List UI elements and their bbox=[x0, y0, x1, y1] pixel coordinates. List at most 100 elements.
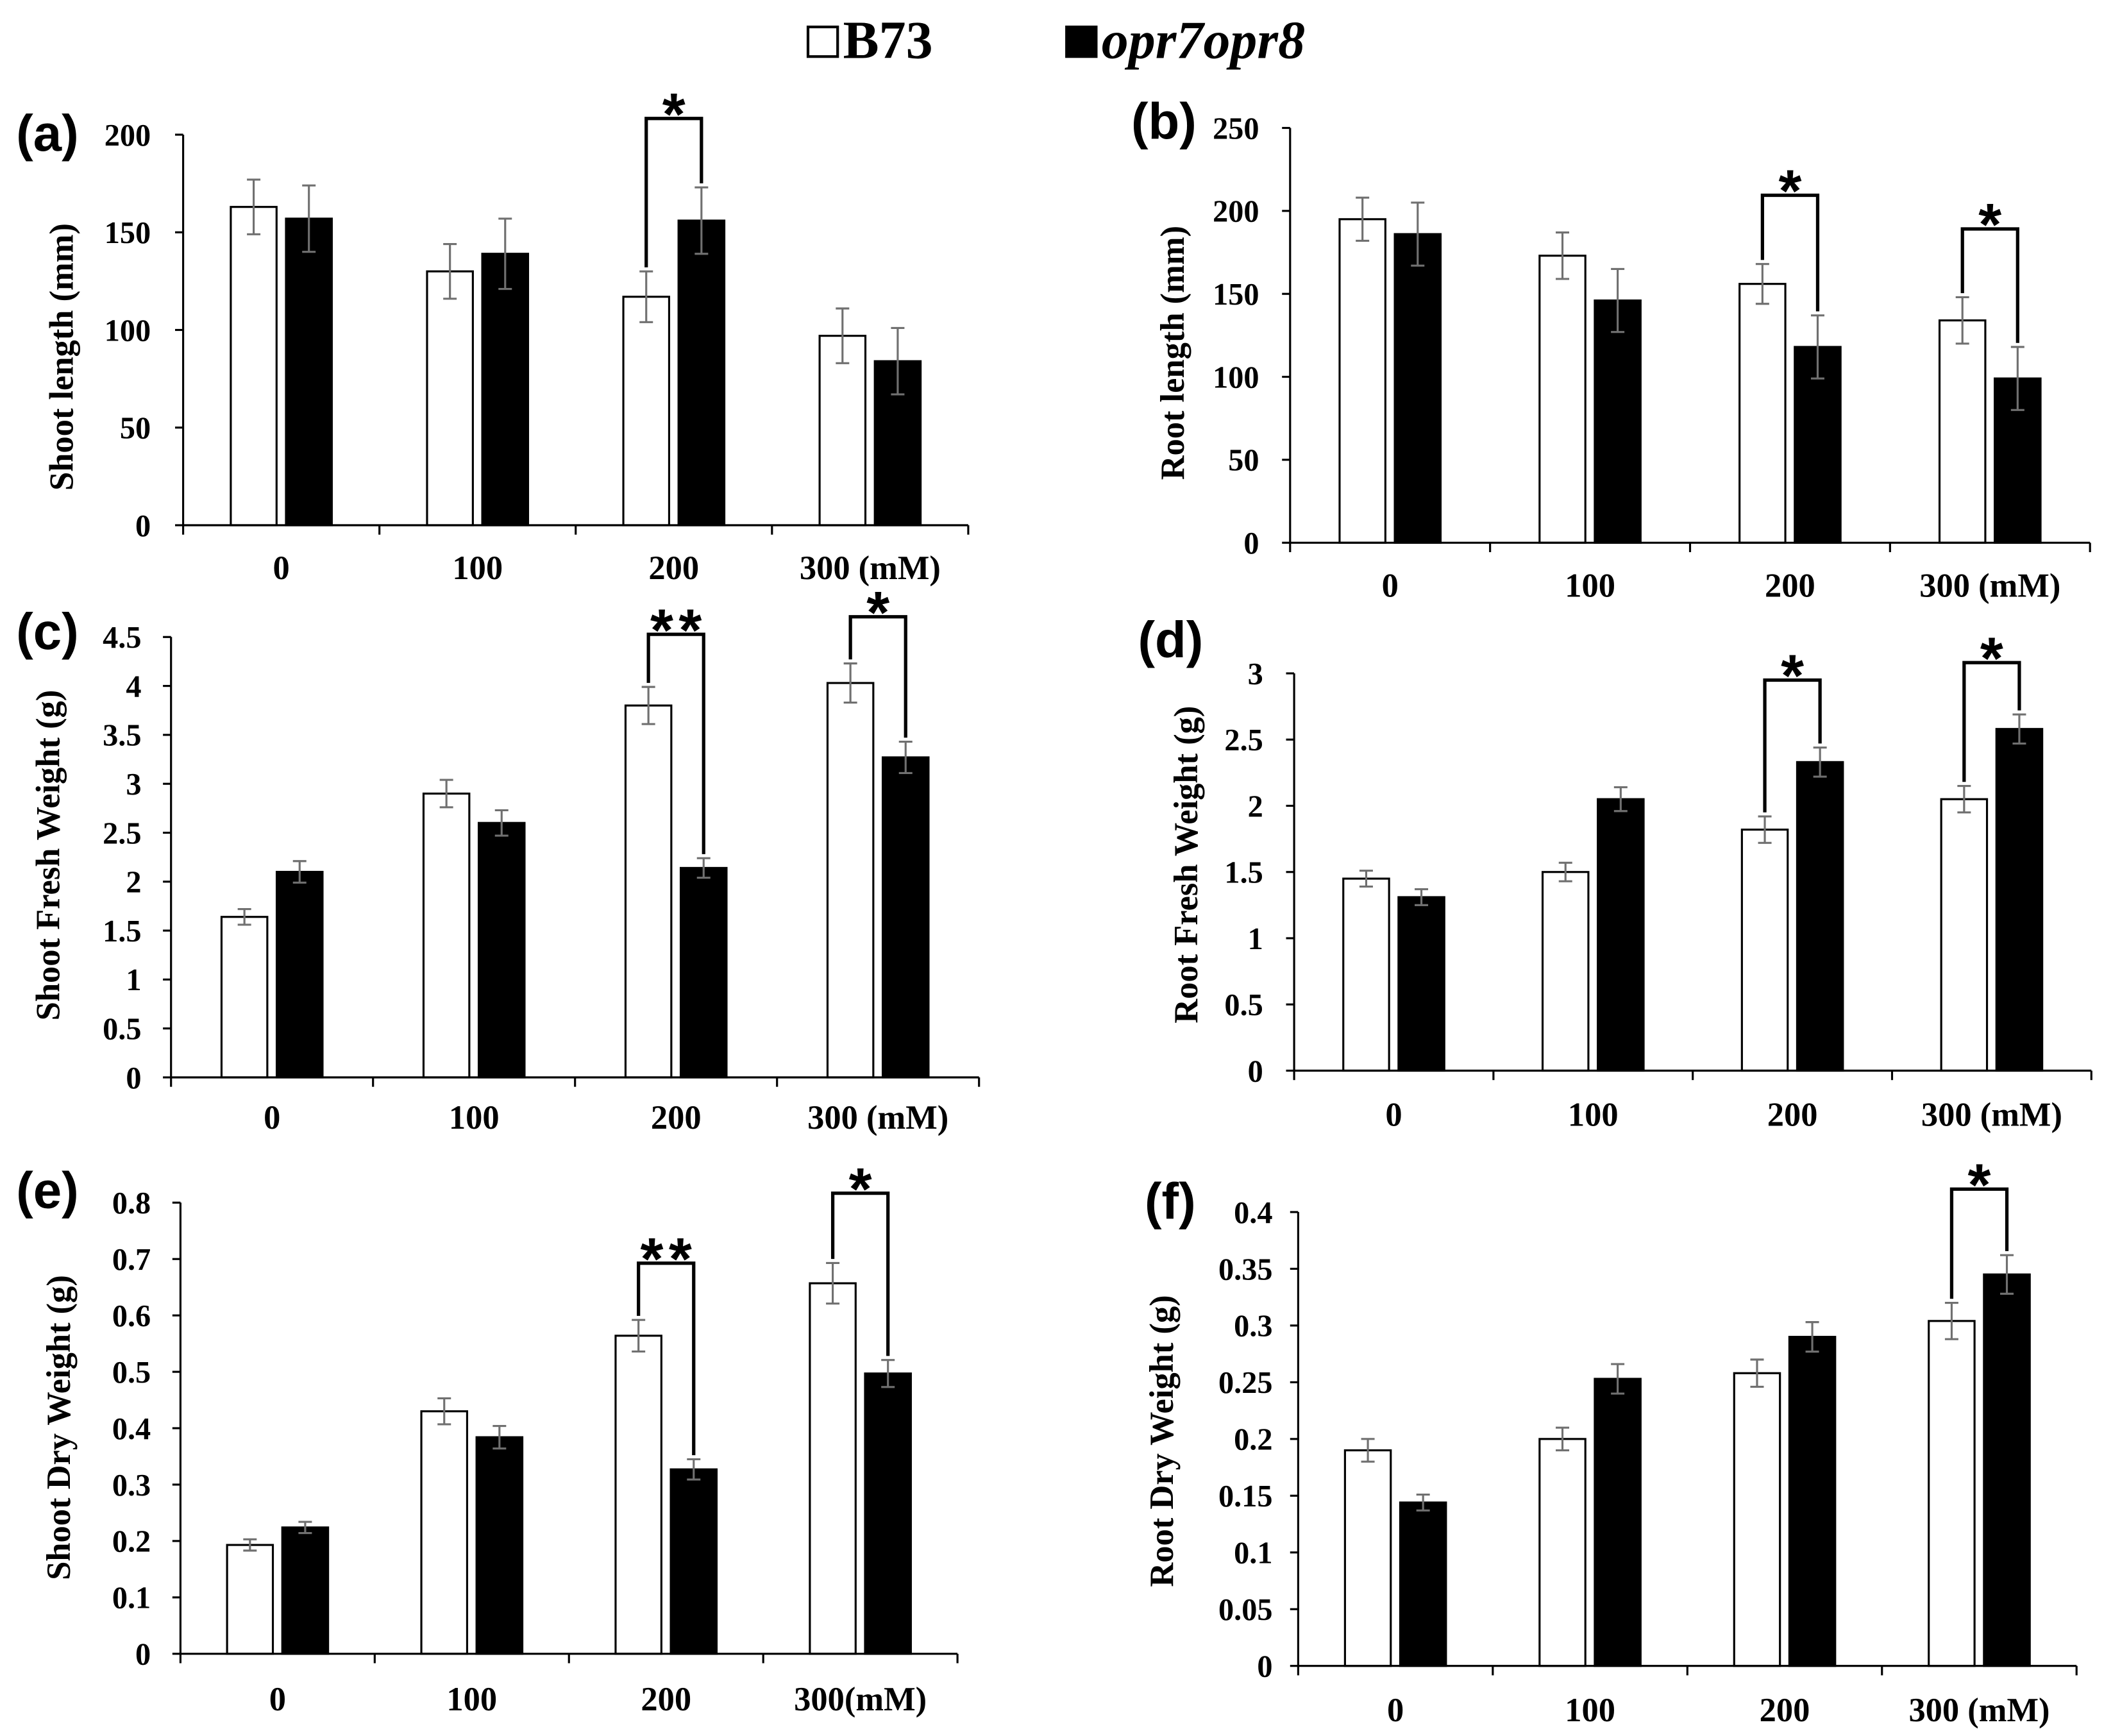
bar-a-opr7opr8-2 bbox=[677, 219, 726, 527]
y-tick-label-a-2: 100 bbox=[105, 314, 151, 348]
error-bar-a-b73-1 bbox=[443, 242, 457, 300]
bar-f-b73-3 bbox=[1928, 1320, 1976, 1667]
bar-c-opr7opr8-1 bbox=[477, 822, 526, 1079]
panel-label-f: (f) bbox=[1145, 1172, 1196, 1229]
legend-swatch-b73 bbox=[806, 25, 839, 58]
y-tick-label-d-0: 0 bbox=[1248, 1054, 1263, 1088]
x-category-label-f-0: 0 bbox=[1387, 1692, 1404, 1729]
x-category-label-e-3: 300(mM) bbox=[794, 1681, 927, 1718]
error-bar-b-opr7opr8-3 bbox=[2010, 346, 2024, 411]
bar-a-opr7opr8-1 bbox=[481, 253, 530, 527]
x-category-label-f-2: 200 bbox=[1760, 1692, 1810, 1729]
error-bar-a-opr7opr8-1 bbox=[498, 217, 512, 291]
y-tick-label-b-3: 150 bbox=[1213, 278, 1259, 312]
error-bar-b-b73-3 bbox=[1955, 296, 1969, 345]
y-tick-label-c-4: 2 bbox=[126, 866, 141, 900]
y-tick-label-f-5: 0.25 bbox=[1218, 1366, 1273, 1400]
y-tick-label-f-1: 0.05 bbox=[1218, 1593, 1273, 1627]
error-bar-f-b73-1 bbox=[1556, 1426, 1570, 1452]
significance-label-b-1: * bbox=[1978, 191, 2007, 258]
y-tick-label-d-6: 3 bbox=[1248, 657, 1263, 691]
significance-label-d-0: * bbox=[1781, 643, 1809, 709]
legend: B73 opr7opr8 bbox=[806, 10, 1305, 70]
x-category-label-e-2: 200 bbox=[641, 1681, 691, 1718]
y-tick-label-b-5: 250 bbox=[1213, 112, 1259, 146]
y-tick-label-e-0: 0 bbox=[135, 1638, 151, 1672]
error-bar-a-b73-0 bbox=[247, 178, 261, 235]
error-bar-c-b73-2 bbox=[641, 686, 655, 725]
y-tick-label-c-7: 3.5 bbox=[103, 719, 141, 753]
bar-a-b73-0 bbox=[230, 206, 278, 527]
panel-label-b: (b) bbox=[1131, 92, 1197, 149]
error-bar-c-opr7opr8-1 bbox=[494, 809, 509, 837]
error-bar-b-opr7opr8-2 bbox=[1810, 314, 1824, 380]
significance-bracket-e-1 bbox=[830, 1191, 890, 1356]
y-axis-title-d: Root Fresh Weight (g) bbox=[1168, 706, 1205, 1024]
significance-bracket-d-1 bbox=[1962, 661, 2021, 782]
y-tick-label-d-4: 2 bbox=[1248, 789, 1263, 823]
x-category-label-c-1: 100 bbox=[449, 1099, 500, 1136]
bar-c-opr7opr8-3 bbox=[881, 756, 930, 1079]
error-bar-f-opr7opr8-3 bbox=[2000, 1254, 2014, 1295]
error-bar-d-b73-1 bbox=[1558, 861, 1572, 882]
error-bar-e-b73-1 bbox=[437, 1397, 451, 1426]
bar-a-b73-3 bbox=[818, 335, 867, 527]
x-category-label-d-1: 100 bbox=[1568, 1097, 1619, 1134]
bar-b-b73-0 bbox=[1338, 218, 1386, 544]
significance-label-f-0: * bbox=[1967, 1151, 1996, 1218]
error-bar-b-b73-2 bbox=[1755, 263, 1769, 305]
y-tick-label-e-1: 0.1 bbox=[112, 1581, 151, 1615]
bar-e-b73-2 bbox=[614, 1335, 662, 1655]
y-axis-title-a: Shoot length (mm) bbox=[43, 223, 80, 491]
significance-bracket-c-1 bbox=[848, 615, 907, 738]
error-bar-a-opr7opr8-0 bbox=[302, 184, 316, 253]
bar-b-opr7opr8-0 bbox=[1393, 233, 1442, 544]
bar-c-b73-1 bbox=[422, 792, 471, 1079]
x-category-label-a-3: 300 (mM) bbox=[800, 550, 941, 587]
bar-e-b73-1 bbox=[420, 1410, 469, 1655]
error-bar-d-opr7opr8-3 bbox=[2012, 713, 2026, 745]
error-bar-f-b73-3 bbox=[1944, 1301, 1958, 1340]
panel-label-c: (c) bbox=[16, 603, 79, 660]
bar-c-opr7opr8-0 bbox=[275, 870, 324, 1079]
bar-b-opr7opr8-2 bbox=[1794, 346, 1842, 544]
bar-e-opr7opr8-3 bbox=[864, 1372, 912, 1655]
bar-b-opr7opr8-1 bbox=[1594, 299, 1642, 544]
significance-bracket-d-0 bbox=[1763, 678, 1822, 813]
y-tick-label-b-1: 50 bbox=[1228, 444, 1259, 478]
panel-b: (b) Root length (mm) 0 50 100 150 200 250 0 100 20… bbox=[1131, 92, 2091, 604]
x-category-label-a-0: 0 bbox=[273, 550, 290, 587]
x-category-label-c-3: 300 (mM) bbox=[807, 1099, 948, 1136]
y-tick-label-c-8: 4 bbox=[126, 670, 141, 704]
bar-e-opr7opr8-2 bbox=[669, 1468, 718, 1655]
significance-label-c-0: ** bbox=[650, 596, 707, 663]
error-bar-e-opr7opr8-0 bbox=[298, 1521, 312, 1535]
panel-f: (f) Root Dry Weight (g) 0 0.05 0.1 0.15 0.2 0.2… bbox=[1143, 1151, 2078, 1729]
bar-c-b73-2 bbox=[624, 704, 673, 1079]
significance-label-e-1: * bbox=[849, 1156, 877, 1222]
panel-label-d: (d) bbox=[1138, 611, 1204, 668]
bar-d-b73-3 bbox=[1940, 798, 1989, 1072]
y-tick-label-b-0: 0 bbox=[1243, 527, 1259, 560]
y-tick-label-b-4: 200 bbox=[1213, 195, 1259, 229]
y-tick-label-e-3: 0.3 bbox=[112, 1469, 151, 1503]
y-tick-label-b-2: 100 bbox=[1213, 360, 1259, 394]
significance-label-d-1: * bbox=[1980, 625, 2008, 691]
y-tick-label-e-7: 0.7 bbox=[112, 1243, 151, 1277]
bar-a-opr7opr8-0 bbox=[285, 217, 333, 527]
error-bar-f-opr7opr8-0 bbox=[1416, 1493, 1430, 1512]
bar-c-opr7opr8-2 bbox=[679, 866, 728, 1079]
error-bar-d-b73-2 bbox=[1758, 815, 1772, 844]
y-axis-title-b: Root length (mm) bbox=[1154, 226, 1191, 480]
x-category-label-b-1: 100 bbox=[1565, 567, 1615, 604]
significance-label-a-0: * bbox=[662, 81, 691, 147]
error-bar-e-b73-3 bbox=[826, 1261, 840, 1305]
y-tick-label-c-2: 1 bbox=[126, 963, 141, 997]
bar-f-b73-2 bbox=[1733, 1372, 1781, 1667]
x-category-label-e-1: 100 bbox=[446, 1681, 497, 1718]
error-bar-f-b73-0 bbox=[1361, 1438, 1375, 1463]
y-tick-label-c-3: 1.5 bbox=[103, 914, 141, 948]
y-axis-title-c: Shoot Fresh Weight (g) bbox=[29, 690, 67, 1021]
x-category-label-b-3: 300 (mM) bbox=[1919, 567, 2060, 604]
